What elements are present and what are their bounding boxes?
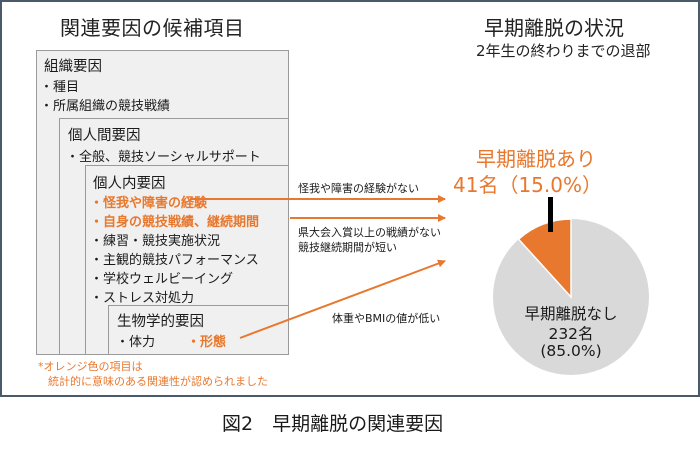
- arrow-label-record-1: 県大会入賞以上の戦績がない: [298, 226, 441, 239]
- item-stress-coping: ・ストレス対処力: [90, 291, 195, 306]
- box-label-interpersonal: 個人間要因: [68, 128, 141, 144]
- no-dropout-count: 232名: [548, 325, 594, 343]
- arrow-label-record-2: 競技継続期間が短い: [298, 241, 397, 254]
- box-label-biological: 生物学的要因: [117, 314, 204, 330]
- arrow-label-bmi: 体重やBMIの値が低い: [332, 312, 441, 325]
- no-dropout-pct: (85.0%): [540, 342, 602, 360]
- figure-caption: 図2 早期離脱の関連要因: [222, 413, 444, 435]
- note-line-1: *オレンジ色の項目は: [38, 360, 143, 373]
- box-label-intrapersonal: 個人内要因: [93, 176, 166, 192]
- item-injury-experience: ・怪我や障害の経験: [90, 196, 208, 211]
- arrow-label-injury: 怪我や障害の経験がない: [298, 182, 419, 195]
- item-practice-status: ・練習・競技実施状況: [90, 234, 221, 249]
- item-physical-fitness: ・体力: [116, 335, 156, 350]
- arrow-morphology: [239, 259, 446, 339]
- pie-leader-line: [548, 197, 553, 232]
- pie-chart: [493, 197, 649, 375]
- significance-note: *オレンジ色の項目は 統計的に意味のある関連性が認められました: [38, 359, 268, 389]
- item-sport-type: ・種目: [40, 80, 80, 95]
- right-panel-title: 早期離脱の状況: [484, 16, 624, 40]
- item-morphology: ・形態: [187, 335, 227, 350]
- right-panel-subtitle: 2年生の終わりまでの退部: [476, 42, 651, 60]
- pie-slice-dropout: [517, 218, 572, 299]
- no-dropout-label: 早期離脱なし: [524, 305, 618, 323]
- item-org-record: ・所属組織の競技戦績: [40, 99, 171, 114]
- item-social-support: ・全般、競技ソーシャルサポート: [66, 150, 261, 165]
- item-record-duration: ・自身の競技戦績、継続期間: [90, 215, 260, 230]
- box-label-organizational: 組織要因: [44, 59, 102, 75]
- item-school-wellbeing: ・学校ウェルビーイング: [90, 272, 234, 287]
- note-line-2: 統計的に意味のある関連性が認められました: [48, 375, 268, 388]
- left-panel-title: 関連要因の候補項目: [60, 16, 245, 40]
- item-subjective-performance: ・主観的競技パフォーマンス: [90, 253, 259, 268]
- early-dropout-count: 41名（15.0%）: [453, 173, 602, 197]
- early-dropout-label: 早期離脱あり: [476, 147, 596, 171]
